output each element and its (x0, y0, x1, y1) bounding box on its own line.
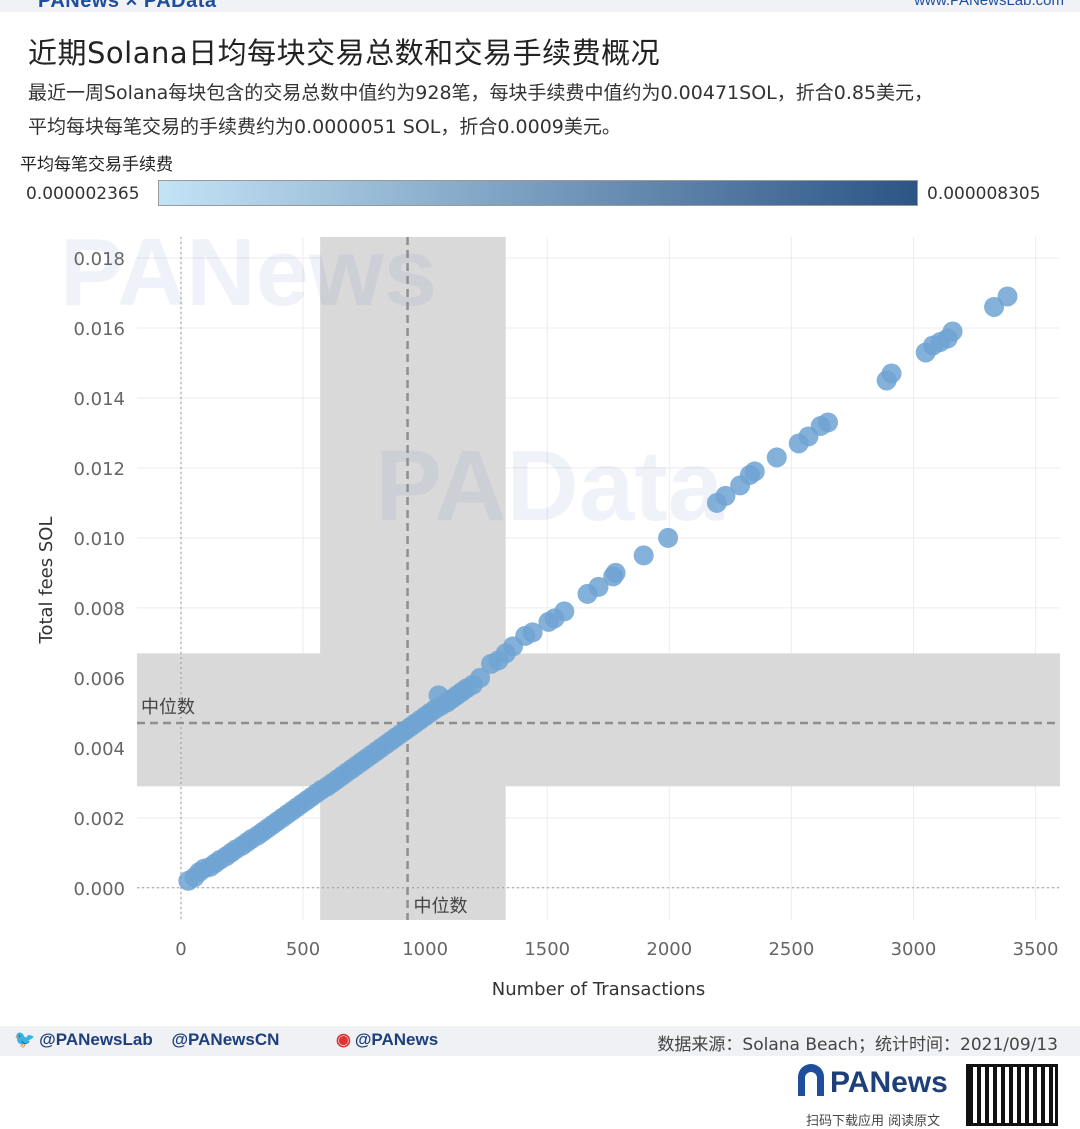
subtitle-line-2: 平均每块每笔交易的手续费约为0.0000051 SOL，折合0.0009美元。 (28, 116, 621, 138)
data-point (633, 545, 654, 566)
y-tick-label: 0.006 (73, 669, 125, 690)
data-point (984, 296, 1005, 317)
y-tick-label: 0.018 (73, 249, 125, 270)
site-url[interactable]: www.PANewsLab.com (914, 0, 1064, 9)
panews-logo-icon (798, 1064, 824, 1096)
data-source: 数据来源：Solana Beach；统计时间：2021/09/13 (657, 1035, 1058, 1055)
y-tick-label: 0.014 (73, 389, 125, 410)
y-median-label: 中位数 (141, 697, 195, 718)
x-tick-label: 3000 (891, 939, 937, 960)
top-banner: PANews × PAData www.PANewsLab.com (0, 0, 1080, 12)
data-point (470, 667, 491, 688)
data-point (766, 447, 787, 468)
twitter-lab-handle[interactable]: @PANewsLab (39, 1030, 153, 1049)
y-tick-label: 0.016 (73, 319, 125, 340)
x-tick-label: 2000 (646, 939, 692, 960)
twitter-handles: 🐦 @PANewsLab @PANewsCN (14, 1030, 279, 1050)
color-legend-max: 0.000008305 (927, 184, 1041, 204)
y-tick-label: 0.010 (73, 529, 125, 550)
color-legend-gradient (158, 180, 918, 206)
x-tick-label: 500 (286, 939, 320, 960)
chart-subtitle: 最近一周Solana每块包含的交易总数中值约为928笔，每块手续费中值约为0.0… (28, 76, 1068, 144)
data-point (942, 321, 963, 342)
data-point (554, 601, 575, 622)
x-tick-label: 1500 (524, 939, 570, 960)
data-point (522, 622, 543, 643)
data-point (744, 461, 765, 482)
data-point (605, 562, 626, 583)
x-tick-label: 2500 (768, 939, 814, 960)
y-tick-label: 0.000 (73, 879, 125, 900)
y-tick-label: 0.008 (73, 599, 125, 620)
chart-title: 近期Solana日均每块交易总数和交易手续费概况 (28, 36, 661, 70)
x-tick-label: 1000 (402, 939, 448, 960)
twitter-icon: 🐦 (14, 1030, 36, 1049)
color-legend-title: 平均每笔交易手续费 (20, 155, 173, 175)
qr-code[interactable] (966, 1064, 1058, 1126)
data-point (588, 576, 609, 597)
data-point (658, 527, 679, 548)
x-median-label: 中位数 (414, 896, 468, 917)
weibo-handle[interactable]: @PANews (354, 1030, 439, 1049)
y-tick-label: 0.004 (73, 739, 125, 760)
panews-logo-text: PANews (830, 1066, 948, 1099)
y-tick-label: 0.002 (73, 809, 125, 830)
data-point (715, 485, 736, 506)
brand-header: PANews × PAData (38, 0, 217, 12)
data-point (818, 412, 839, 433)
x-median-band (320, 237, 506, 920)
twitter-cn-handle[interactable]: @PANewsCN (171, 1030, 280, 1049)
footer-bar: 🐦 @PANewsLab @PANewsCN ◉ @PANews 数据来源：Sola… (0, 1026, 1080, 1056)
weibo-handle-group: ◉ @PANews (336, 1030, 438, 1050)
y-axis-title: Total fees SOL (36, 517, 57, 645)
panews-logo: PANews (798, 1064, 948, 1100)
x-axis-title: Number of Transactions (492, 979, 705, 1000)
y-median-band (137, 653, 1060, 787)
watermark-padata: PAData (375, 430, 725, 542)
x-tick-label: 3500 (1013, 939, 1059, 960)
color-legend-min: 0.000002365 (26, 184, 140, 204)
subtitle-line-1: 最近一周Solana每块包含的交易总数中值约为928笔，每块手续费中值约为0.0… (28, 82, 934, 104)
data-point (881, 363, 902, 384)
watermark-panews: PANews (60, 219, 437, 326)
y-tick-label: 0.012 (73, 459, 125, 480)
download-cta: 扫码下载应用 阅读原文 (806, 1114, 941, 1129)
data-point (997, 286, 1018, 307)
weibo-icon: ◉ (336, 1030, 351, 1049)
x-tick-label: 0 (175, 939, 186, 960)
